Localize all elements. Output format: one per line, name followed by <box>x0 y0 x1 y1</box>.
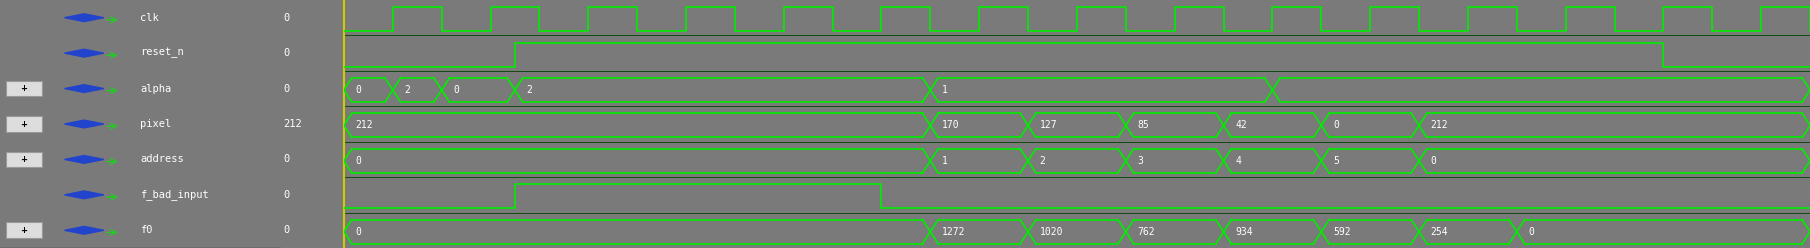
Text: 1: 1 <box>941 85 948 95</box>
Text: 0: 0 <box>284 225 290 235</box>
Polygon shape <box>65 155 103 163</box>
Polygon shape <box>65 191 103 199</box>
Text: 0: 0 <box>355 227 362 237</box>
Text: f0: f0 <box>141 225 152 235</box>
Text: +: + <box>20 84 27 93</box>
Text: clk: clk <box>141 13 159 23</box>
Text: 212: 212 <box>284 119 302 129</box>
Text: 0: 0 <box>355 85 362 95</box>
FancyBboxPatch shape <box>5 222 42 238</box>
Text: 85: 85 <box>1137 121 1149 130</box>
Text: 0: 0 <box>355 156 362 166</box>
Text: 0: 0 <box>284 155 290 164</box>
Text: 934: 934 <box>1234 227 1253 237</box>
Text: 42: 42 <box>1234 121 1247 130</box>
Text: f_bad_input: f_bad_input <box>141 189 208 200</box>
Text: 170: 170 <box>941 121 959 130</box>
Text: 1272: 1272 <box>941 227 965 237</box>
Text: 127: 127 <box>1039 121 1057 130</box>
Text: 592: 592 <box>1332 227 1350 237</box>
FancyBboxPatch shape <box>5 152 42 167</box>
Polygon shape <box>65 14 103 22</box>
Text: +: + <box>20 226 27 235</box>
FancyBboxPatch shape <box>5 81 42 96</box>
Text: 1020: 1020 <box>1039 227 1062 237</box>
Text: 4: 4 <box>1234 156 1242 166</box>
Polygon shape <box>65 85 103 93</box>
Text: reset_n: reset_n <box>141 48 185 58</box>
Text: 3: 3 <box>1137 156 1144 166</box>
Polygon shape <box>65 49 103 57</box>
Text: 1: 1 <box>941 156 948 166</box>
Text: 212: 212 <box>355 121 373 130</box>
Text: 0: 0 <box>452 85 460 95</box>
FancyBboxPatch shape <box>5 116 42 132</box>
Text: 2: 2 <box>404 85 411 95</box>
Text: 0: 0 <box>1430 156 1437 166</box>
Text: 5: 5 <box>1332 156 1339 166</box>
Text: address: address <box>141 155 185 164</box>
Polygon shape <box>65 120 103 128</box>
Text: 212: 212 <box>1430 121 1448 130</box>
Text: 2: 2 <box>527 85 532 95</box>
Text: 0: 0 <box>284 48 290 58</box>
Text: pixel: pixel <box>141 119 172 129</box>
Text: 0: 0 <box>284 13 290 23</box>
Text: 762: 762 <box>1137 227 1155 237</box>
Text: alpha: alpha <box>141 84 172 93</box>
Text: 254: 254 <box>1430 227 1448 237</box>
Text: 2: 2 <box>1039 156 1046 166</box>
Text: 0: 0 <box>1332 121 1339 130</box>
Text: 0: 0 <box>1528 227 1535 237</box>
Text: +: + <box>20 155 27 164</box>
Text: +: + <box>20 120 27 128</box>
Text: 0: 0 <box>284 84 290 93</box>
Text: 0: 0 <box>284 190 290 200</box>
Polygon shape <box>65 226 103 234</box>
